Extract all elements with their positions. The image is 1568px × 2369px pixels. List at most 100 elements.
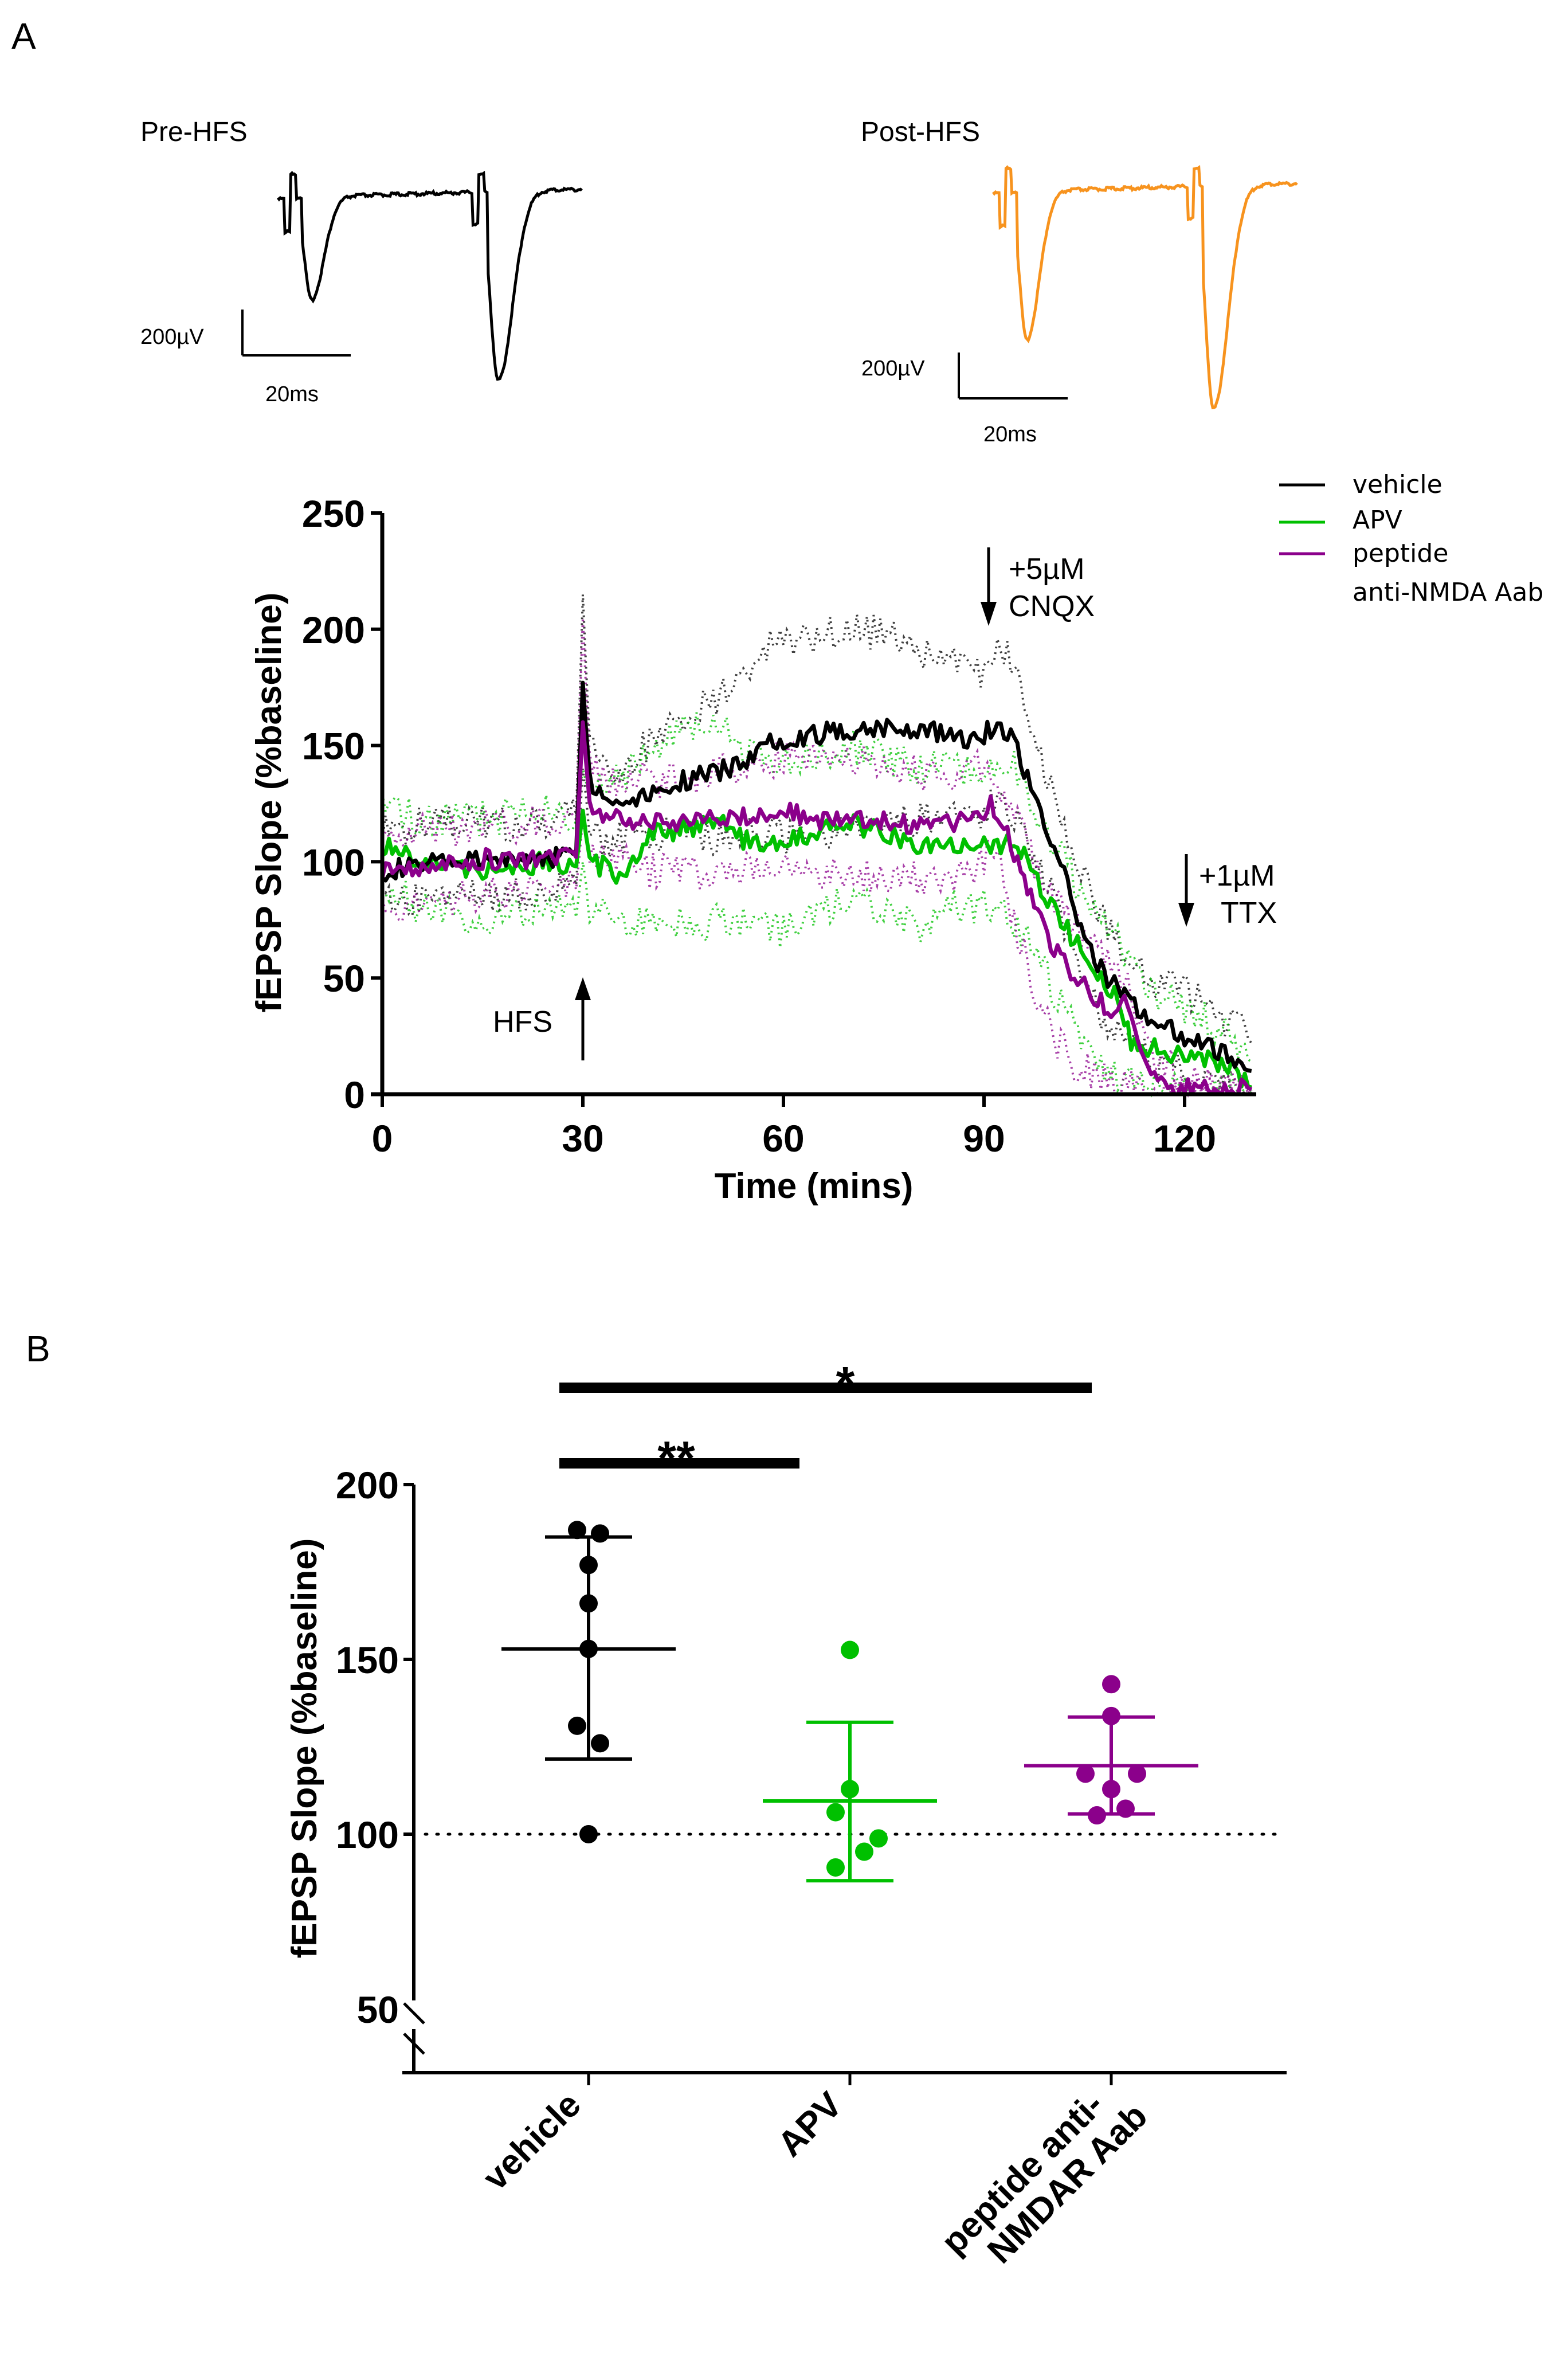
significance-label: **: [657, 1431, 695, 1485]
post-hfs-trace: [991, 165, 1298, 410]
pre-scale-time: 20ms: [265, 382, 319, 406]
vehicle-data-point: [591, 1524, 609, 1543]
category-label: APV: [770, 2085, 850, 2164]
pre-scale-voltage: 200µV: [140, 325, 204, 349]
category-labels: vehicle APV peptide anti-NMDAR Aab: [475, 2069, 1155, 2290]
peptide-data-point: [1102, 1675, 1120, 1694]
vehicle-data-point: [591, 1734, 609, 1753]
vehicle-data-point: [579, 1639, 598, 1658]
category-label: peptide anti-NMDAR Aab: [934, 2069, 1155, 2290]
y-tick-label: 100: [336, 1814, 399, 1856]
ttx-arrow-down-icon: [1178, 903, 1194, 927]
peptide-data-point: [1102, 1780, 1120, 1799]
hfs-annotation: HFS: [493, 977, 591, 1060]
post-scale-voltage: 200µV: [861, 357, 925, 381]
chart-b-y-axis-title: fEPSP Slope (%baseline): [285, 1538, 324, 1959]
vehicle-data-point: [568, 1521, 586, 1540]
category-label: vehicle: [475, 2085, 588, 2198]
legend-item-peptide: peptide anti-NMDA Aab: [1279, 539, 1543, 607]
apv-data-point: [855, 1842, 873, 1861]
significance-bar: [559, 1383, 1092, 1393]
vehicle-mean-line: [381, 680, 1252, 1073]
peptide-data-point: [1102, 1706, 1120, 1725]
post-hfs-trace-panel: Post-HFS 200µV 20ms: [861, 117, 1298, 447]
legend-label-peptide: peptide: [1353, 539, 1448, 568]
significance-bars: ***: [559, 1357, 1092, 1485]
y-tick-label: 150: [336, 1639, 399, 1681]
y-tick-label: 250: [302, 492, 365, 535]
x-tick-label: 30: [562, 1117, 603, 1160]
peptide-data-point: [1088, 1806, 1106, 1825]
vehicle-sem-upper: [381, 594, 1253, 1044]
chart-a-axes: 0 50 100 150 200 250 0 30 60 90 120: [302, 492, 1256, 1160]
chart-a-x-axis-title: Time (mins): [715, 1166, 914, 1206]
apv-data-point: [826, 1858, 845, 1877]
x-tick-label: 0: [372, 1117, 393, 1160]
significance-label: *: [836, 1357, 855, 1411]
y-tick-label: 200: [302, 609, 365, 651]
apv-mean-line: [381, 808, 1252, 1090]
series-lines: [380, 680, 1253, 1097]
x-tick-label: 120: [1153, 1117, 1216, 1160]
peptide-mean-line: [380, 720, 1253, 1097]
sem-bands: [381, 594, 1253, 1098]
significance-bar: [559, 1458, 799, 1469]
legend: vehicle APV peptide anti-NMDA Aab: [1279, 470, 1543, 607]
group-apv: [763, 1640, 937, 1883]
apv-data-point: [826, 1803, 845, 1822]
group-peptide: [1024, 1675, 1198, 1825]
cnqx-label-1: +5µM: [1009, 553, 1085, 586]
apv-data-point: [869, 1829, 888, 1848]
peptide-data-point: [1076, 1764, 1095, 1783]
ttx-annotation: +1µM TTX: [1178, 854, 1277, 930]
ttx-label-1: +1µM: [1199, 859, 1275, 892]
scatter-groups: [501, 1521, 1198, 1883]
axis-break-mark-lower: [403, 2033, 425, 2055]
apv-data-point: [841, 1780, 859, 1799]
legend-label-apv: APV: [1353, 506, 1402, 535]
cnqx-annotation: +5µM CNQX: [981, 547, 1095, 626]
apv-sem-upper: [381, 712, 1252, 1063]
axis-break-mark-upper: [403, 2002, 425, 2025]
legend-item-apv: APV: [1279, 506, 1402, 535]
y-tick-label: 100: [302, 841, 365, 883]
vehicle-data-point: [579, 1556, 598, 1575]
peptide-sem-lower: [381, 819, 1252, 1098]
panel-b-letter: B: [26, 1328, 50, 1369]
y-tick-label: 200: [336, 1464, 399, 1506]
legend-label-peptide-line2: anti-NMDA Aab: [1353, 578, 1543, 607]
pre-hfs-trace-panel: Pre-HFS 200µV 20ms: [140, 117, 583, 406]
chart-b-axes: 50 100 150 200: [336, 1464, 1287, 2085]
x-tick-label: 60: [762, 1117, 804, 1160]
hfs-arrow-up-icon: [575, 977, 591, 1000]
panel-a-letter: A: [11, 15, 36, 57]
chart-a-y-axis-title: fEPSP Slope (%baseline): [249, 593, 289, 1013]
hfs-label: HFS: [493, 1005, 552, 1039]
vehicle-data-point: [579, 1594, 598, 1613]
pre-hfs-trace: [276, 170, 583, 381]
peptide-data-point: [1128, 1764, 1146, 1783]
y-tick-label: 150: [302, 725, 365, 768]
pre-hfs-label: Pre-HFS: [140, 117, 248, 147]
ltp-time-course-chart: 0 50 100 150 200 250 0 30 60 90 120 Time (mins) fE…: [249, 470, 1543, 1206]
ttx-label-2: TTX: [1221, 896, 1277, 930]
peptide-sem-upper: [381, 617, 1253, 1098]
vehicle-data-point: [579, 1825, 598, 1843]
post-hfs-label: Post-HFS: [861, 117, 980, 147]
legend-item-vehicle: vehicle: [1279, 470, 1442, 499]
apv-data-point: [841, 1640, 859, 1659]
y-tick-label: 0: [344, 1074, 365, 1116]
apv-sem-lower: [381, 862, 1252, 1098]
post-scale-time: 20ms: [983, 422, 1037, 447]
vehicle-sem-lower: [381, 768, 1253, 1096]
cnqx-arrow-down-icon: [981, 602, 997, 626]
cnqx-label-2: CNQX: [1009, 590, 1095, 623]
vehicle-data-point: [568, 1716, 586, 1735]
y-tick-label: 50: [357, 1988, 399, 2031]
x-tick-label: 90: [963, 1117, 1005, 1160]
group-vehicle: [501, 1521, 676, 1843]
legend-label-vehicle: vehicle: [1353, 470, 1442, 499]
peptide-data-point: [1116, 1799, 1135, 1818]
